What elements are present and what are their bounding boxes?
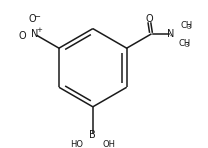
Text: B: B (89, 130, 96, 140)
Text: 3: 3 (187, 24, 191, 30)
Text: CH: CH (181, 21, 193, 30)
Text: 3: 3 (184, 42, 188, 48)
Text: N: N (31, 29, 38, 39)
Text: +: + (36, 27, 42, 33)
Text: O: O (29, 14, 37, 24)
Text: O: O (146, 14, 153, 24)
Text: CH: CH (178, 39, 190, 48)
Text: OH: OH (102, 140, 115, 148)
Text: −: − (33, 12, 40, 21)
Text: O: O (19, 31, 26, 41)
Text: HO: HO (70, 140, 83, 148)
Text: N: N (167, 29, 174, 39)
